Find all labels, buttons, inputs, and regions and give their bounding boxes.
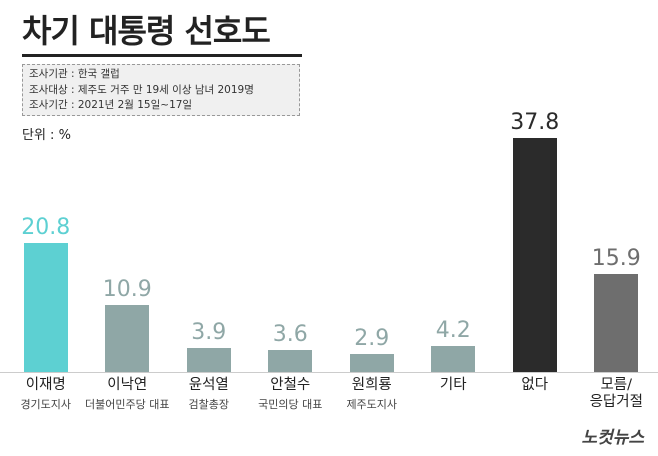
chart-title: 차기 대통령 선호도 xyxy=(22,12,271,50)
value-label: 20.8 xyxy=(21,215,71,241)
x-tick-label: 모름/ 응답거절 xyxy=(589,377,643,410)
bar xyxy=(23,243,68,372)
title-rule xyxy=(22,54,302,57)
x-tick-label: 기타 xyxy=(439,377,467,393)
info-box: 조사기관 : 한국 갤럽 조사대상 : 제주도 거주 만 19세 이상 남녀 2… xyxy=(22,64,300,116)
value-label: 3.9 xyxy=(191,319,227,345)
x-tick-label: 안철수 xyxy=(270,377,311,393)
bar xyxy=(186,347,231,372)
unit-label: 단위 : % xyxy=(22,128,71,143)
bar xyxy=(105,304,150,372)
x-tick-sublabel: 검찰총장 xyxy=(188,398,229,411)
info-line: 조사기관 : 한국 갤럽 xyxy=(29,68,120,80)
x-tick-label: 이재명 xyxy=(25,377,66,393)
x-tick-sublabel: 제주도지사 xyxy=(346,398,398,411)
value-label: 37.8 xyxy=(510,110,560,135)
x-tick-sublabel: 국민의당 대표 xyxy=(258,398,323,411)
bar xyxy=(512,138,557,372)
x-tick-sublabel: 더불어민주당 대표 xyxy=(85,398,170,411)
baseline xyxy=(0,372,658,373)
value-label: 4.2 xyxy=(435,318,471,343)
value-label: 10.9 xyxy=(102,276,152,302)
value-label: 3.6 xyxy=(272,321,308,347)
value-label: 2.9 xyxy=(354,326,390,352)
bar xyxy=(431,346,476,372)
x-tick-sublabel: 경기도지사 xyxy=(20,398,72,411)
info-line: 조사기간 : 2021년 2월 15일~17일 xyxy=(29,99,193,111)
bar xyxy=(594,273,639,372)
x-tick-label: 없다 xyxy=(521,377,549,393)
value-label: 15.9 xyxy=(591,245,641,271)
source-logo: 노컷뉴스 xyxy=(581,428,644,448)
bar xyxy=(268,349,313,372)
x-tick-label: 이낙연 xyxy=(107,377,148,393)
x-tick-label: 원희룡 xyxy=(351,377,392,393)
bar xyxy=(349,354,394,372)
info-line: 조사대상 : 제주도 거주 만 19세 이상 남녀 2019명 xyxy=(29,83,254,96)
x-tick-label: 윤석열 xyxy=(188,377,229,393)
